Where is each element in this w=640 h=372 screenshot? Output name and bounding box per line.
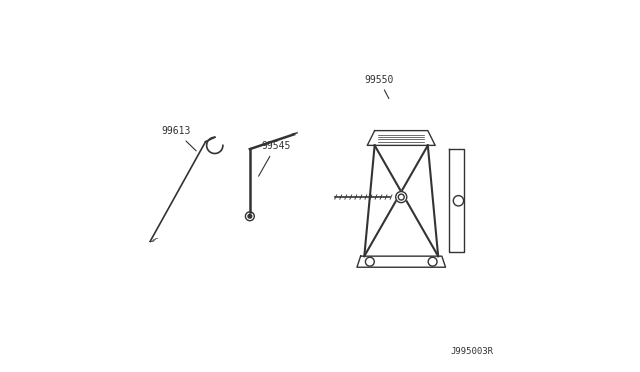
Circle shape [248, 214, 252, 218]
Polygon shape [449, 149, 464, 253]
Circle shape [396, 192, 407, 203]
Text: 99613: 99613 [161, 126, 196, 151]
Polygon shape [367, 131, 435, 145]
Text: 99545: 99545 [259, 141, 291, 176]
Text: 99550: 99550 [364, 75, 394, 99]
Circle shape [398, 194, 404, 200]
Polygon shape [357, 256, 445, 267]
Text: J995003R: J995003R [451, 347, 493, 356]
